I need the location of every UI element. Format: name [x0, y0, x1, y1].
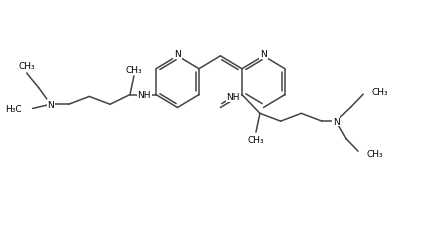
- Text: N: N: [174, 50, 181, 59]
- Text: N: N: [47, 100, 54, 109]
- Text: CH₃: CH₃: [370, 88, 387, 97]
- Text: CH₃: CH₃: [247, 135, 264, 144]
- Text: N: N: [332, 117, 339, 126]
- Text: CH₃: CH₃: [18, 62, 35, 71]
- Text: N: N: [259, 50, 266, 59]
- Text: H₃C: H₃C: [5, 104, 21, 113]
- Text: CH₃: CH₃: [365, 149, 382, 158]
- Text: NH: NH: [226, 93, 239, 102]
- Text: NH: NH: [137, 91, 150, 100]
- Text: CH₃: CH₃: [125, 66, 142, 75]
